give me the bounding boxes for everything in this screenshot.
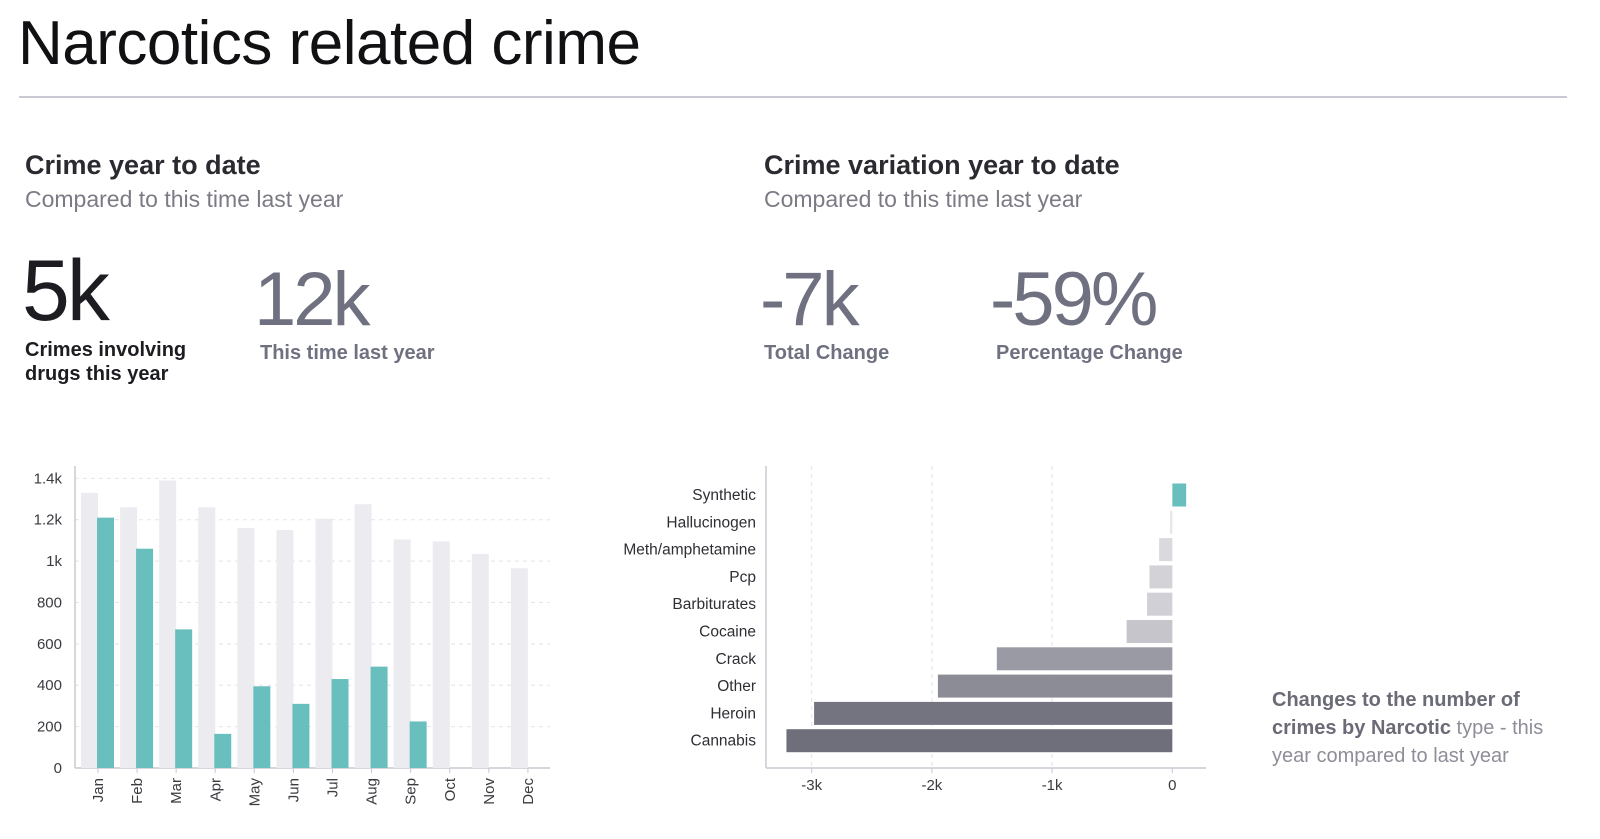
- x-tick-label: -1k: [1042, 777, 1063, 794]
- x-tick-label: Feb: [129, 778, 146, 804]
- x-tick-label: Mar: [168, 778, 185, 804]
- bar-last-year: [81, 492, 98, 768]
- y-tick-label: 0: [54, 760, 62, 777]
- kpi-total-change-label: Total Change: [764, 342, 890, 364]
- y-category-label: Heroin: [710, 705, 756, 722]
- y-category-label: Cannabis: [691, 733, 757, 750]
- y-tick-label: 1.2k: [34, 512, 63, 529]
- crime-variation-title: Crime variation year to date: [764, 150, 1120, 180]
- y-category-label: Hallucinogen: [666, 514, 756, 531]
- variation-bar: [937, 674, 1173, 698]
- kpi-previous-value: 12k: [254, 257, 371, 342]
- bar-last-year: [159, 480, 177, 768]
- variation-bar: [996, 647, 1173, 671]
- bar-last-year: [432, 541, 450, 768]
- bar-last-year: [393, 539, 411, 768]
- crime-ytd-subtitle: Compared to this time last year: [25, 186, 344, 212]
- crime-ytd-title: Crime year to date: [25, 150, 261, 180]
- monthly-crime-bar-chart: 0 200 400 600 800 1k 1.2k 1.4k Jan Feb Mar Apr May Ju…: [34, 466, 550, 807]
- x-tick-label: 0: [1168, 777, 1176, 794]
- kpi-percent-change-value: -59%: [990, 257, 1158, 342]
- bar-last-year: [315, 518, 333, 768]
- bar-last-year: [354, 504, 372, 768]
- narcotic-type-variation-chart: -3k -2k -1k 0 Synthetic Hallucinogen Meth/amph…: [623, 466, 1206, 794]
- y-category-label: Pcp: [729, 569, 756, 586]
- page-title: Narcotics related crime: [18, 9, 641, 78]
- x-tick-label: Oct: [442, 777, 459, 801]
- bar-this-year: [292, 703, 310, 768]
- bar-this-year: [175, 629, 193, 768]
- x-tick-label: -3k: [801, 777, 822, 794]
- bar-this-year: [253, 686, 271, 768]
- variation-bar: [814, 701, 1173, 725]
- kpi-current-label-line2: drugs this year: [25, 363, 169, 385]
- x-tick-label: May: [246, 778, 263, 807]
- kpi-current-value: 5k: [22, 243, 110, 339]
- y-tick-label: 600: [37, 636, 62, 653]
- kpi-percent-change-label: Percentage Change: [996, 342, 1183, 364]
- y-category-label: Other: [717, 678, 756, 695]
- y-category-label: Crack: [716, 651, 757, 668]
- x-tick-label: Sep: [403, 778, 420, 805]
- y-category-label: Cocaine: [699, 624, 756, 641]
- bar-last-year: [471, 553, 489, 768]
- x-tick-label: -2k: [921, 777, 942, 794]
- bar-this-year: [136, 548, 154, 768]
- kpi-previous-label: This time last year: [260, 342, 435, 364]
- y-category-label: Synthetic: [692, 487, 756, 504]
- bar-last-year: [120, 507, 138, 768]
- y-tick-label: 1.4k: [34, 470, 63, 487]
- variation-bar: [1147, 592, 1173, 616]
- variation-bar: [1159, 538, 1173, 562]
- x-tick-label: Jun: [285, 778, 302, 802]
- bar-last-year: [198, 507, 216, 768]
- y-category-label: Barbiturates: [672, 596, 756, 613]
- x-tick-label: Jan: [90, 778, 107, 802]
- x-tick-label: Apr: [207, 778, 224, 801]
- caption-rest: type - this year compared to last year: [1272, 717, 1544, 767]
- kpi-current-label-line1: Crimes involving: [25, 339, 187, 361]
- bar-last-year: [237, 528, 255, 768]
- bar-this-year: [97, 517, 114, 768]
- bar-last-year: [276, 530, 294, 768]
- variation-chart-caption: Changes to the number of crimes by Narco…: [1272, 686, 1572, 770]
- bar-last-year: [510, 568, 528, 768]
- bar-this-year: [370, 666, 388, 768]
- caption-bold: Changes to the number of crimes by Narco…: [1272, 689, 1520, 739]
- variation-bar: [1169, 510, 1173, 534]
- y-tick-label: 800: [37, 594, 62, 611]
- y-tick-label: 200: [37, 719, 62, 736]
- variation-bar: [1172, 483, 1187, 507]
- bar-this-year: [409, 721, 427, 768]
- x-tick-label: Nov: [481, 778, 498, 805]
- y-tick-label: 1k: [46, 553, 62, 570]
- bar-this-year: [331, 679, 349, 768]
- x-tick-label: Jul: [325, 778, 342, 797]
- bar-this-year: [214, 733, 232, 768]
- title-divider: [19, 96, 1567, 98]
- variation-bar: [1149, 565, 1173, 589]
- y-tick-label: 400: [37, 677, 62, 694]
- x-tick-label: Dec: [520, 778, 537, 805]
- crime-variation-subtitle: Compared to this time last year: [764, 186, 1083, 212]
- y-category-label: Meth/amphetamine: [623, 542, 756, 559]
- variation-bar: [1126, 620, 1173, 643]
- kpi-total-change-value: -7k: [760, 257, 860, 342]
- kpi-current-label: Crimes involving drugs this year: [25, 338, 186, 386]
- variation-bar: [786, 729, 1173, 753]
- x-tick-label: Aug: [364, 778, 381, 805]
